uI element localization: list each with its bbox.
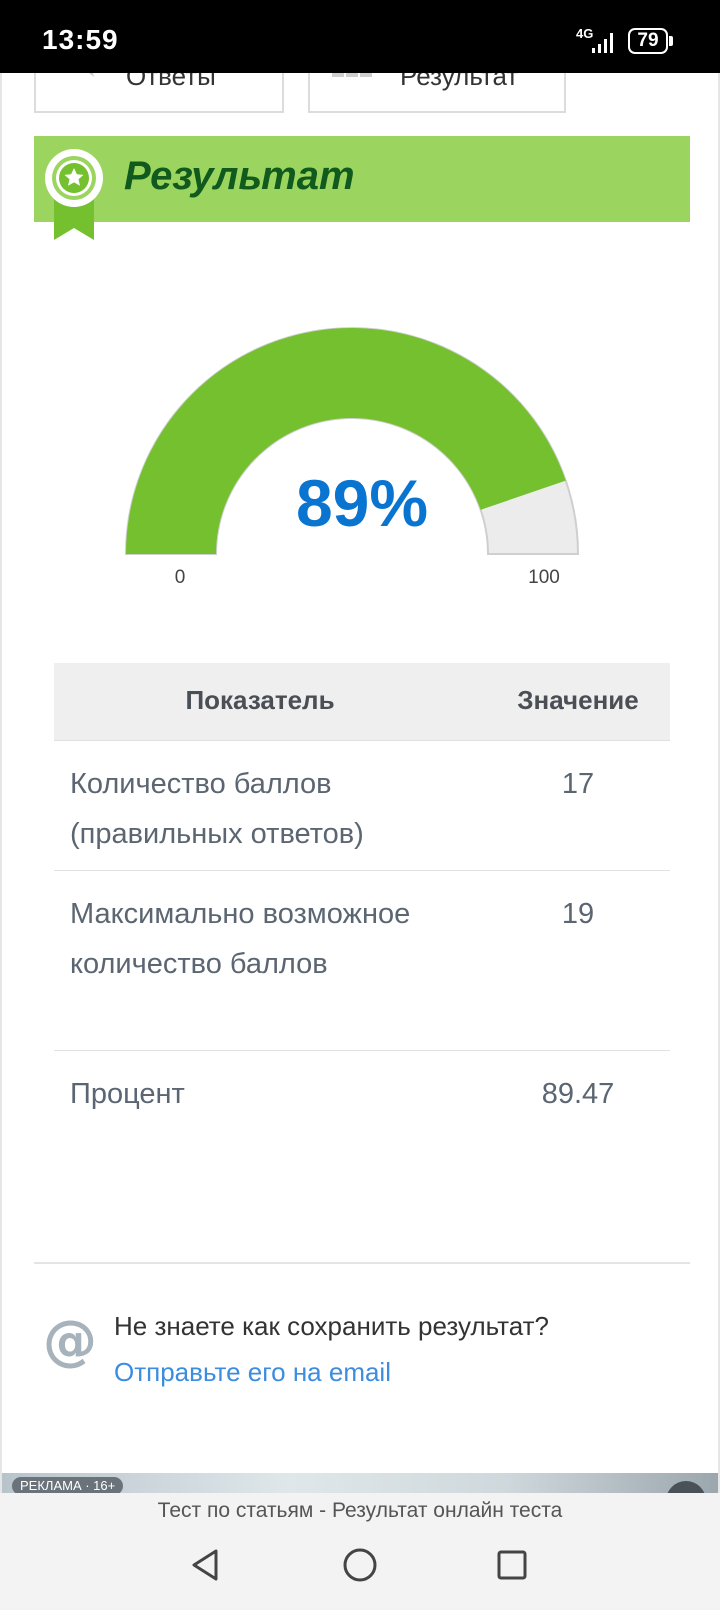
home-circle-icon[interactable] [340,1545,380,1585]
row-label: Максимально возможное количество баллов [70,898,411,980]
table-header: Показатель Значение [54,663,670,741]
award-medal-icon [45,149,103,240]
row-value: 89.47 [541,1078,615,1110]
table-row: Максимально возможное количество баллов … [54,871,670,1051]
back-triangle-icon[interactable] [186,1545,226,1585]
result-gauge [124,327,580,555]
tab-result[interactable]: Результат [308,73,566,113]
gauge-min-label: 0 [174,567,186,588]
recents-square-icon[interactable] [492,1545,532,1585]
gauge-max-label: 100 [528,567,560,588]
page-content: Ответы Результат Результат 89% 0 100 Пок… [0,73,720,1493]
save-question: Не знаете как сохранить результат? [114,1311,550,1341]
network-type: 4G [576,26,594,41]
battery-level: 79 [628,28,668,54]
row-label: Количество баллов (правильных ответов) [70,768,364,850]
send-email-link[interactable]: Отправьте его на email [114,1357,391,1387]
tab-answers-label: Ответы [126,73,216,91]
ad-close-icon[interactable] [666,1481,706,1493]
header-indicator: Показатель [185,685,335,715]
gauge-percent: 89% [295,466,429,540]
row-label: Процент [70,1078,185,1110]
status-time: 13:59 [42,24,119,55]
row-value: 19 [561,898,595,930]
tab-result-label: Результат [400,73,519,91]
bar-chart-icon [332,73,372,77]
ad-banner[interactable]: РЕКЛАМА · 16+ [2,1473,718,1493]
table-row: Процент 89.47 [54,1051,670,1131]
browser-page-title: Тест по статьям - Результат онлайн теста [157,1499,563,1522]
header-value: Значение [517,685,639,715]
results-table: Показатель Значение Количество баллов (п… [54,663,670,1203]
battery-icon: 79 [628,28,673,54]
at-sign-icon: @ [43,1313,97,1369]
signal-icon [592,33,613,53]
result-banner: Результат [34,136,690,240]
comment-icon [89,73,94,77]
page-title: Результат [124,154,355,198]
status-bar: 13:59 4G 79 [0,0,720,73]
navigation-bar: Тест по статьям - Результат онлайн теста [0,1493,720,1610]
tab-answers[interactable]: Ответы [34,73,284,113]
gauge-filled-arc [126,327,566,554]
divider [34,1262,690,1264]
table-row: Количество баллов (правильных ответов) 1… [54,741,670,871]
row-value: 17 [561,768,595,800]
svg-text:@: @ [43,1313,97,1369]
ad-label: РЕКЛАМА · 16+ [12,1477,124,1493]
